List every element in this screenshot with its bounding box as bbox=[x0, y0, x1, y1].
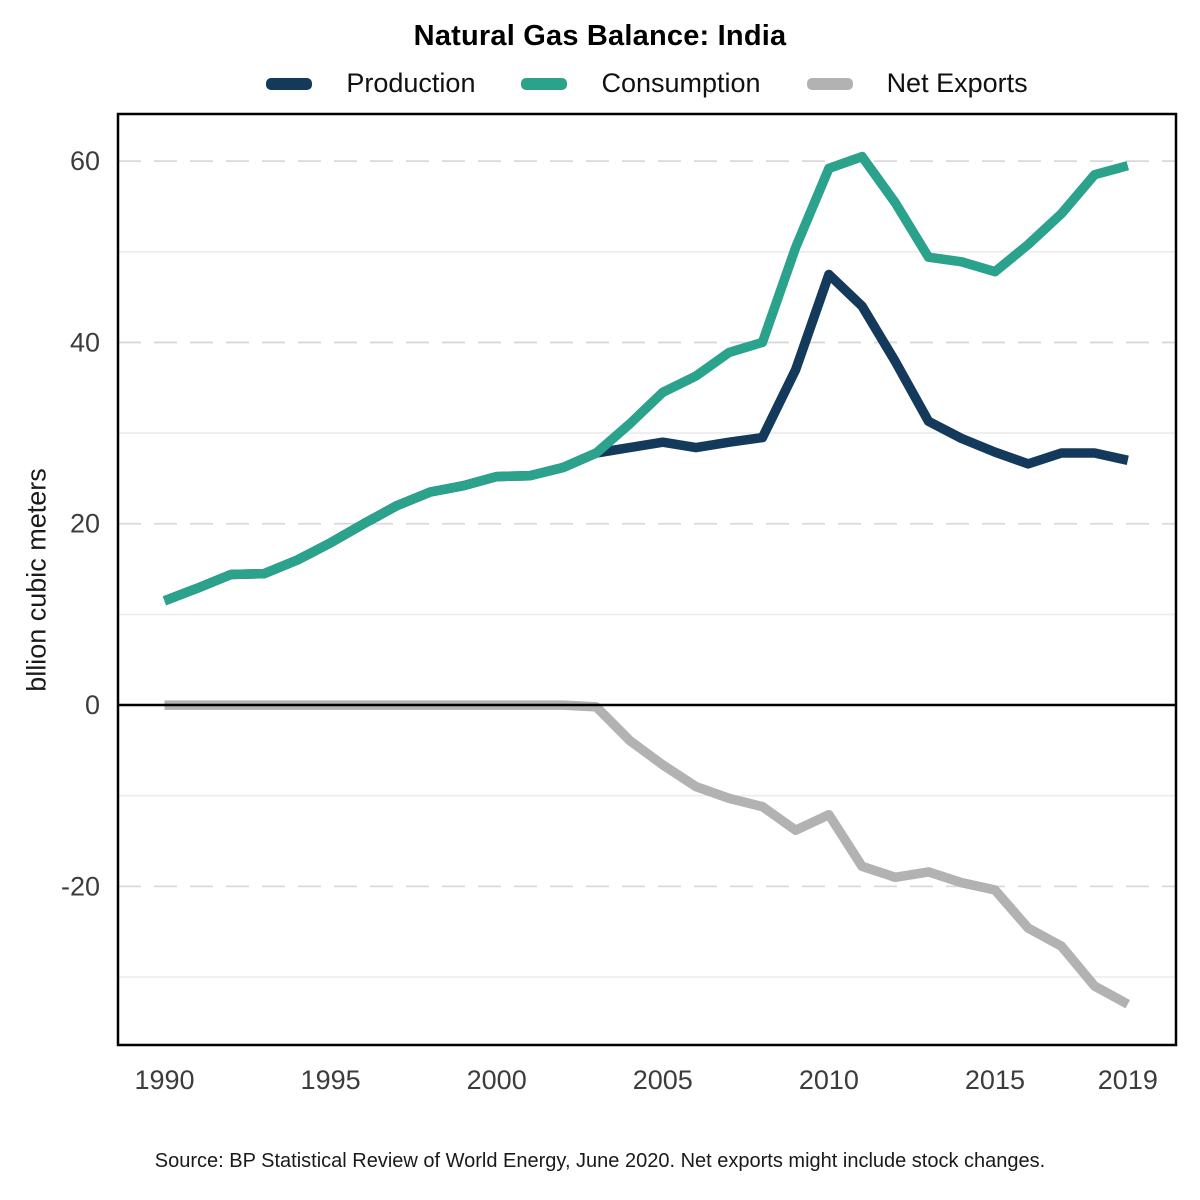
consumption-line bbox=[162, 151, 1130, 606]
x-tick-label: 2000 bbox=[467, 1065, 527, 1095]
y-tick-label: 60 bbox=[70, 146, 100, 176]
chart-title: Natural Gas Balance: India bbox=[413, 20, 787, 52]
legend-swatch-icon bbox=[266, 77, 313, 90]
source-note: Source: BP Statistical Review of World E… bbox=[154, 1150, 1046, 1172]
x-tick-label: 1995 bbox=[301, 1065, 361, 1095]
y-tick-label: -20 bbox=[61, 871, 100, 901]
x-tick-label: 2015 bbox=[965, 1065, 1025, 1095]
legend: Production Consumption Net Exports bbox=[118, 68, 1176, 99]
net-exports-line bbox=[164, 700, 1131, 1009]
legend-swatch-icon bbox=[521, 77, 568, 90]
y-tick-label: 0 bbox=[85, 690, 100, 720]
legend-swatch-icon bbox=[806, 77, 853, 90]
legend-item-consumption: Consumption bbox=[521, 68, 761, 99]
legend-item-net-exports: Net Exports bbox=[806, 68, 1028, 99]
plot-border bbox=[116, 112, 1178, 1047]
y-tick-label: 40 bbox=[70, 327, 100, 357]
legend-item-production: Production bbox=[266, 68, 475, 99]
legend-label: Production bbox=[346, 68, 476, 98]
x-tick-label: 2005 bbox=[633, 1065, 693, 1095]
x-tick-label: 2010 bbox=[799, 1065, 859, 1095]
y-axis-title-text: bllion cubic meters bbox=[21, 467, 52, 692]
x-tick-label: 2019 bbox=[1098, 1065, 1158, 1095]
legend-label: Consumption bbox=[601, 68, 761, 98]
y-tick-label: 20 bbox=[70, 509, 100, 539]
legend-label: Net Exports bbox=[886, 68, 1028, 98]
x-tick-label: 1990 bbox=[134, 1065, 194, 1095]
